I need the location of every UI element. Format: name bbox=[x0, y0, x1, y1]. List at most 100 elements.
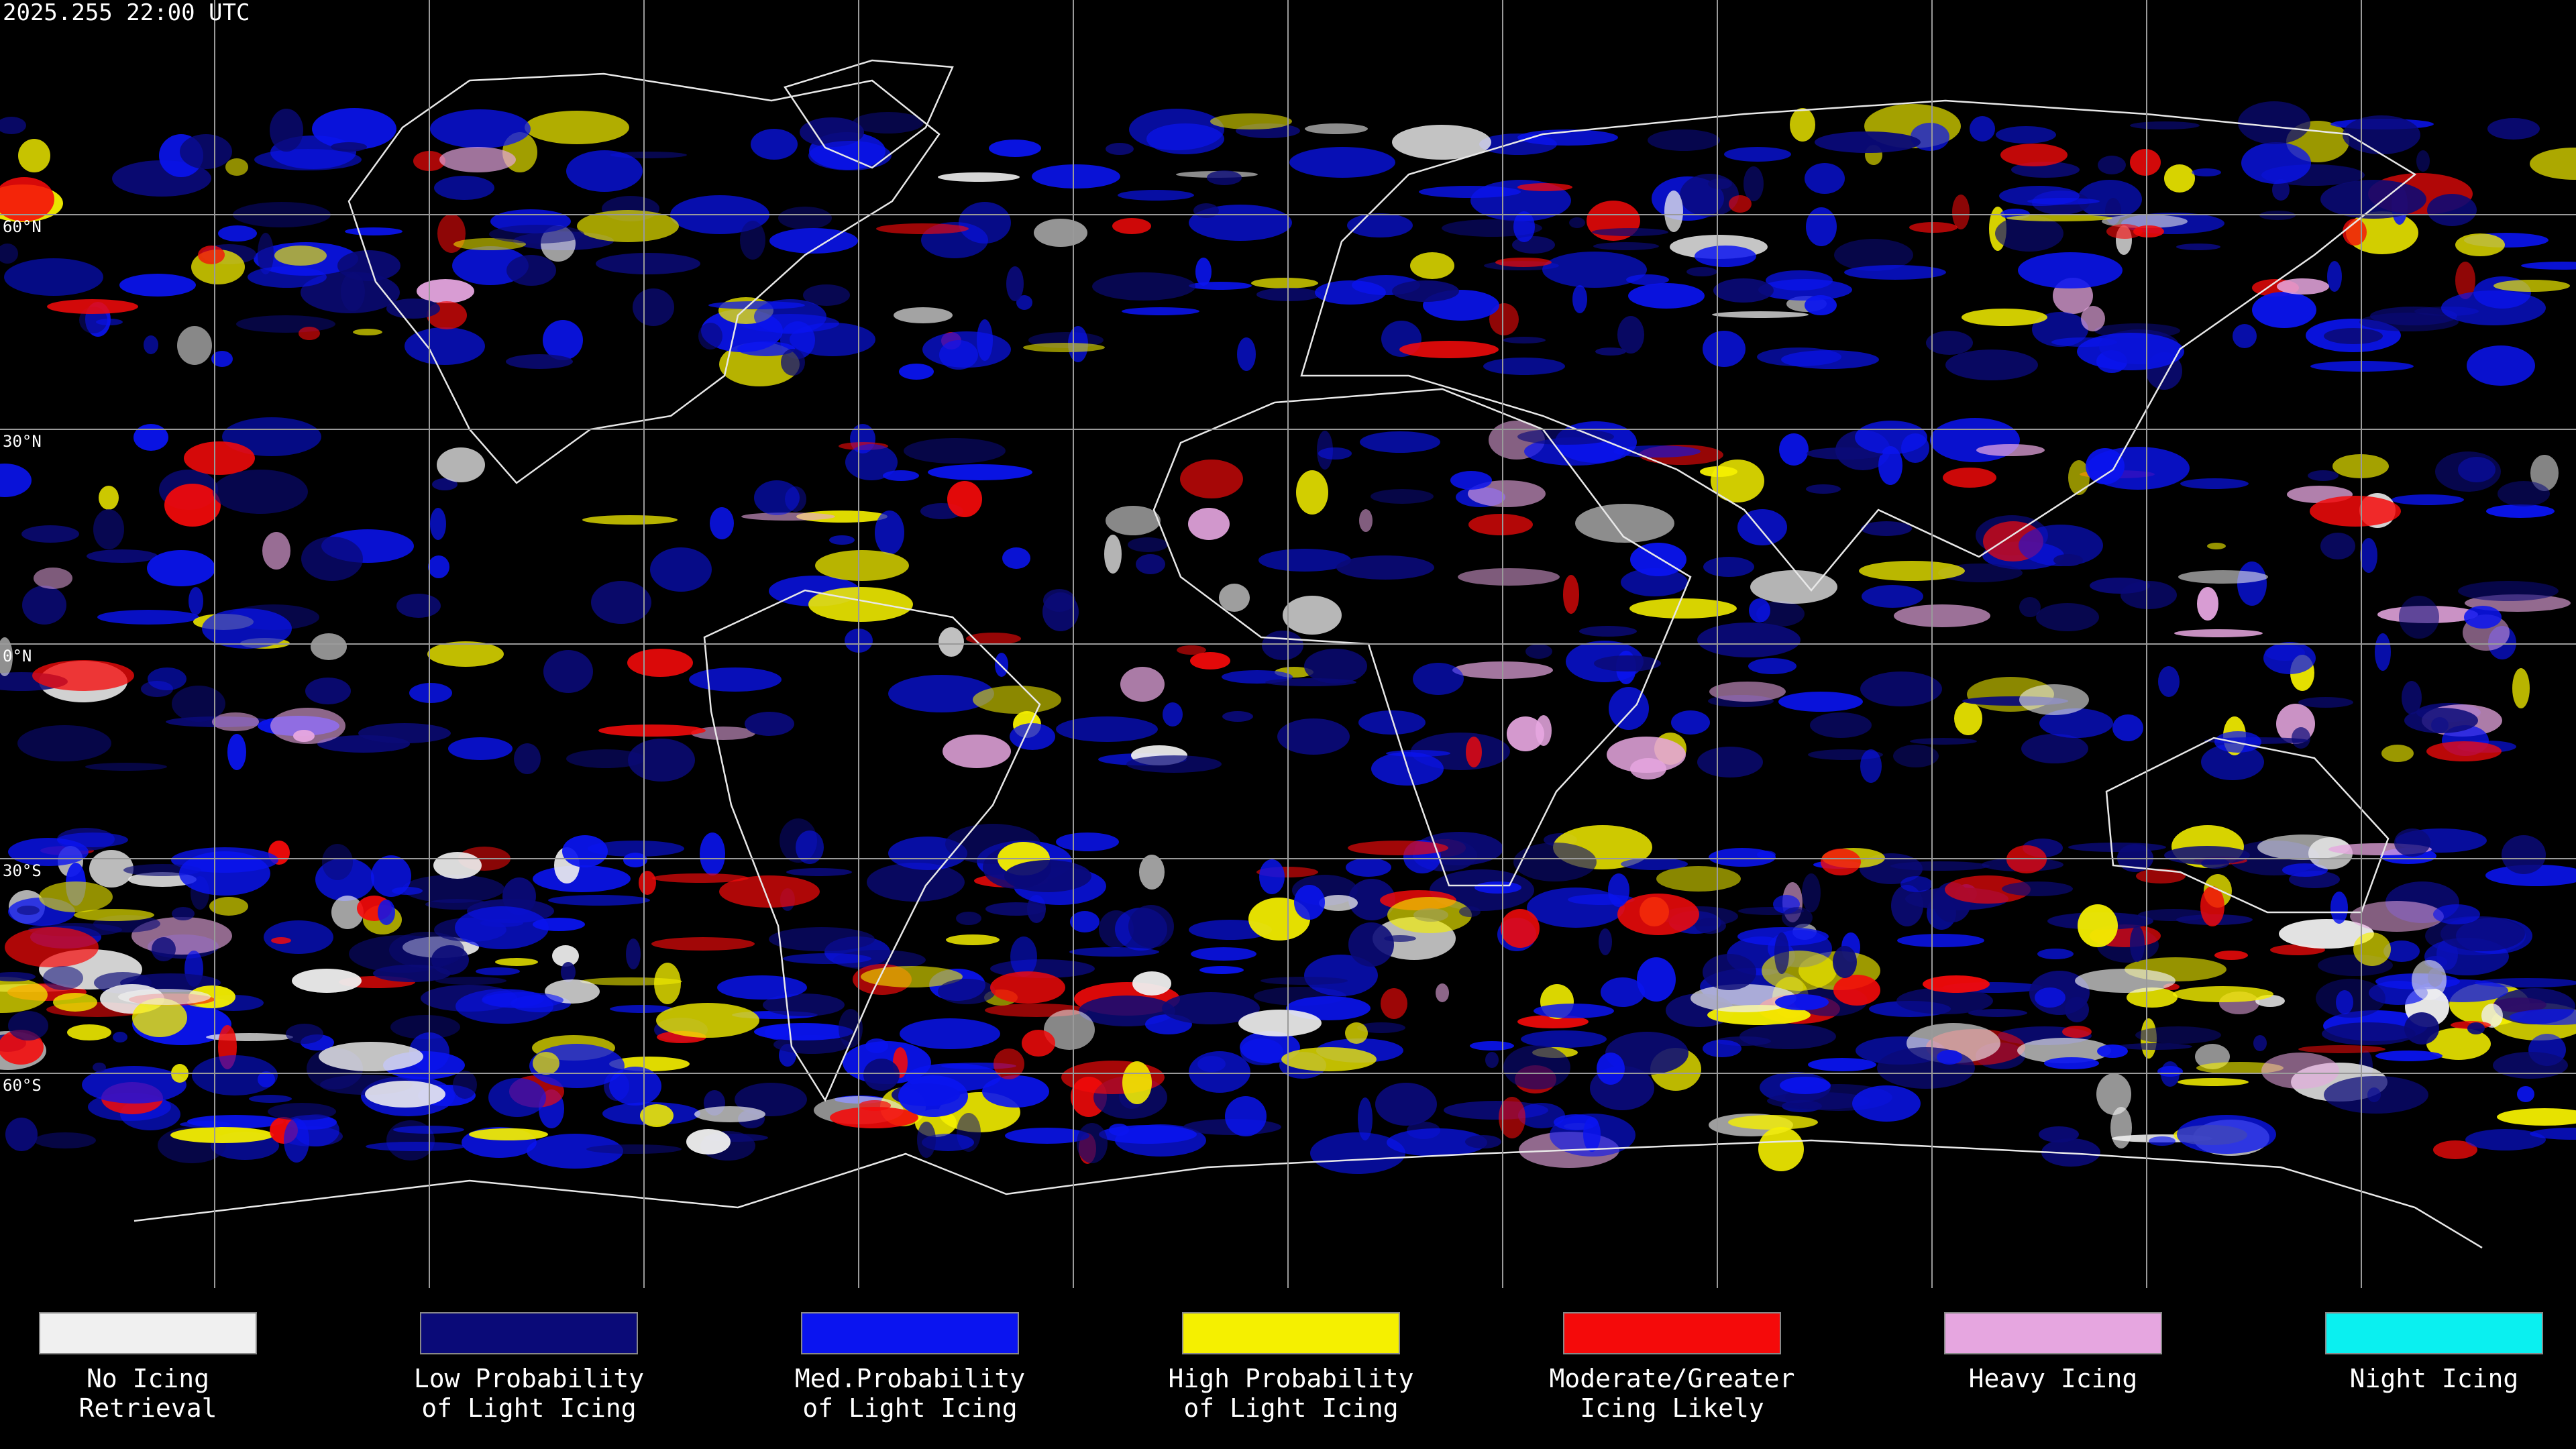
icing-patch bbox=[2427, 194, 2477, 226]
icing-patch bbox=[1648, 129, 1720, 151]
icing-patch bbox=[1937, 1050, 1962, 1065]
icing-patch bbox=[184, 441, 255, 475]
legend-swatch bbox=[39, 1312, 257, 1354]
legend-label: of Light Icing bbox=[421, 1393, 636, 1423]
icing-patch bbox=[5, 927, 99, 967]
icing-patch bbox=[561, 962, 576, 982]
icing-patch bbox=[1360, 431, 1440, 453]
icing-patch bbox=[1319, 895, 1358, 911]
icing-patch bbox=[525, 111, 629, 144]
icing-patch bbox=[1579, 626, 1637, 637]
icing-patch bbox=[2521, 262, 2576, 270]
icing-patch bbox=[1210, 113, 1292, 129]
icing-field bbox=[0, 101, 2576, 1174]
icing-patch bbox=[1703, 1040, 1741, 1057]
icing-patch bbox=[1878, 446, 1902, 485]
icing-patch bbox=[1542, 252, 1647, 288]
icing-patch bbox=[2298, 1045, 2385, 1053]
icing-patch bbox=[1118, 190, 1194, 201]
icing-patch bbox=[248, 266, 327, 288]
icing-patch bbox=[548, 895, 650, 906]
icing-patch bbox=[432, 478, 458, 490]
icing-patch bbox=[1909, 222, 1957, 233]
icing-patch bbox=[2075, 969, 2176, 993]
icing-patch bbox=[82, 1066, 186, 1104]
icing-patch bbox=[1458, 568, 1560, 586]
icing-patch bbox=[2320, 533, 2355, 559]
icing-patch bbox=[1348, 922, 1394, 967]
icing-patch bbox=[2412, 960, 2447, 1000]
icing-patch bbox=[2178, 1078, 2249, 1086]
icing-patch bbox=[1419, 186, 1521, 198]
icing-patch bbox=[543, 650, 593, 693]
icing-patch bbox=[1283, 596, 1342, 635]
icing-patch bbox=[118, 989, 211, 1005]
icing-patch bbox=[482, 992, 564, 1008]
icing-patch bbox=[17, 906, 40, 915]
icing-patch bbox=[1465, 1135, 1501, 1148]
icing-patch bbox=[1122, 307, 1199, 315]
icing-patch bbox=[2359, 313, 2459, 331]
icing-patch bbox=[783, 953, 871, 964]
icing-patch bbox=[2493, 280, 2570, 292]
icing-patch bbox=[2044, 1057, 2099, 1069]
icing-patch bbox=[1219, 584, 1250, 612]
icing-patch bbox=[1713, 278, 1774, 303]
icing-patch bbox=[796, 830, 824, 864]
icing-patch bbox=[2090, 578, 2150, 594]
icing-patch bbox=[2426, 1028, 2491, 1060]
icing-patch bbox=[2324, 1076, 2428, 1114]
icing-patch bbox=[2467, 1022, 2485, 1034]
icing-patch bbox=[995, 653, 1008, 677]
icing-patch bbox=[5, 1118, 38, 1151]
icing-patch bbox=[1503, 1045, 1570, 1089]
icing-patch bbox=[2252, 292, 2316, 328]
icing-patch bbox=[947, 481, 982, 517]
icing-patch bbox=[1005, 1128, 1089, 1144]
icing-patch bbox=[2404, 708, 2478, 733]
icing-patch bbox=[331, 896, 364, 929]
icing-patch bbox=[258, 233, 274, 274]
icing-patch bbox=[506, 354, 573, 369]
icing-patch bbox=[1550, 1114, 1635, 1157]
icing-patch bbox=[144, 335, 158, 354]
icing-patch bbox=[434, 176, 494, 200]
icing-patch bbox=[2350, 901, 2444, 932]
icing-patch bbox=[271, 937, 291, 944]
icing-patch bbox=[18, 139, 50, 172]
icing-patch bbox=[396, 594, 441, 618]
icing-patch bbox=[2068, 460, 2090, 495]
icing-patch bbox=[152, 937, 176, 961]
icing-patch bbox=[2464, 606, 2502, 629]
legend-label: Retrieval bbox=[79, 1393, 217, 1423]
icing-patch bbox=[2178, 570, 2268, 584]
icing-patch bbox=[211, 351, 233, 367]
icing-patch bbox=[686, 1129, 731, 1155]
legend-label: No Icing bbox=[87, 1364, 209, 1393]
icing-patch bbox=[39, 881, 113, 912]
icing-patch bbox=[566, 150, 643, 192]
icing-patch bbox=[938, 627, 964, 657]
icing-patch bbox=[2164, 164, 2195, 193]
icing-patch bbox=[371, 855, 411, 897]
icing-patch bbox=[861, 966, 963, 987]
icing-patch bbox=[0, 244, 18, 264]
icing-patch bbox=[1597, 1053, 1625, 1085]
legend-swatch bbox=[2325, 1312, 2543, 1354]
icing-patch bbox=[1106, 506, 1161, 535]
icing-patch bbox=[1513, 211, 1535, 242]
icing-patch bbox=[1728, 1115, 1818, 1130]
icing-patch bbox=[1016, 295, 1032, 310]
icing-patch bbox=[1092, 272, 1195, 301]
icing-patch bbox=[2487, 118, 2540, 140]
icing-patch bbox=[966, 633, 1021, 645]
legend-label: of Light Icing bbox=[802, 1393, 1017, 1423]
icing-patch bbox=[8, 1011, 48, 1040]
icing-patch bbox=[778, 207, 832, 229]
icing-patch bbox=[1617, 316, 1644, 354]
icing-patch bbox=[562, 835, 608, 867]
icing-patch bbox=[1802, 873, 1821, 912]
icing-patch bbox=[1222, 711, 1253, 722]
icing-patch bbox=[1897, 934, 1984, 947]
icing-patch bbox=[1821, 849, 1861, 875]
